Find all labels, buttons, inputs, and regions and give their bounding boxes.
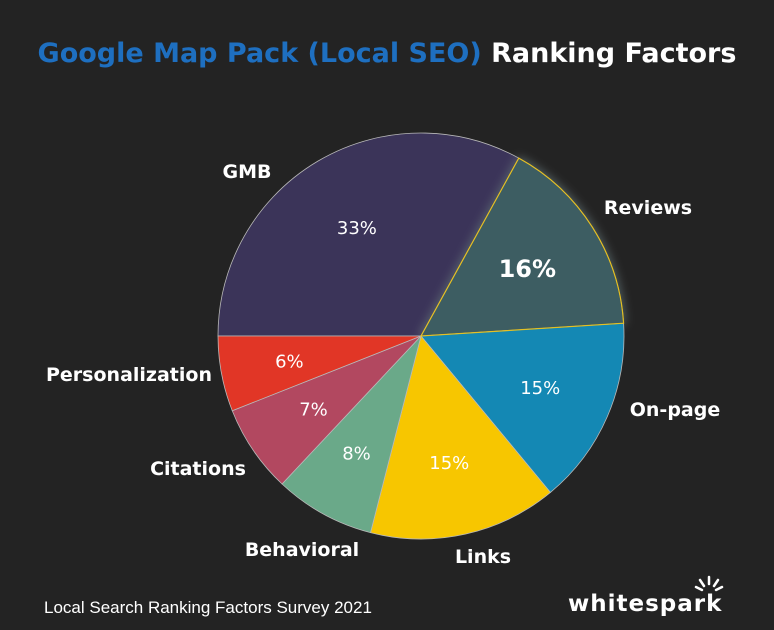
title-factors: Factors [624,38,737,69]
category-label-on-page: On-page [630,399,720,421]
category-label-citations: Citations [150,458,246,480]
category-label-behavioral: Behavioral [245,539,359,561]
spark-icon [694,575,724,592]
percent-label-gmb: 33% [337,218,377,239]
percent-label-behavioral: 8% [342,444,371,465]
category-labels: GMB Reviews On-page Links Behavioral Citation… [46,161,720,568]
title-highlight: Google Map Pack (Local SEO) [37,38,482,69]
chart-title: Google Map Pack (Local SEO) Ranking Fact… [0,38,774,69]
brand-logo: whitespark [568,591,723,617]
source-caption: Local Search Ranking Factors Survey 2021 [44,598,372,617]
category-label-personalization: Personalization [46,364,212,386]
category-label-reviews: Reviews [604,197,692,219]
pie-chart: 33% 16% 15% 15% 8% 7% 6% GMB Reviews On-page Link… [46,132,720,568]
highlight-outline [419,157,625,337]
slice-personalization [217,335,422,412]
pie-slices [217,132,625,540]
percent-label-citations: 7% [299,399,328,420]
slice-on-page [420,322,625,493]
percent-label-on-page: 15% [520,378,560,399]
slice-behavioral [281,335,422,534]
percent-labels: 33% 16% 15% 15% 8% 7% 6% [275,218,560,474]
slice-gmb [217,132,520,337]
slice-links [370,335,551,540]
category-label-links: Links [455,546,511,568]
percent-label-reviews: 16% [499,255,556,283]
percent-label-links: 15% [429,453,469,474]
title-ranking: Ranking [491,38,616,69]
percent-label-personalization: 6% [275,351,304,372]
category-label-gmb: GMB [223,161,272,183]
